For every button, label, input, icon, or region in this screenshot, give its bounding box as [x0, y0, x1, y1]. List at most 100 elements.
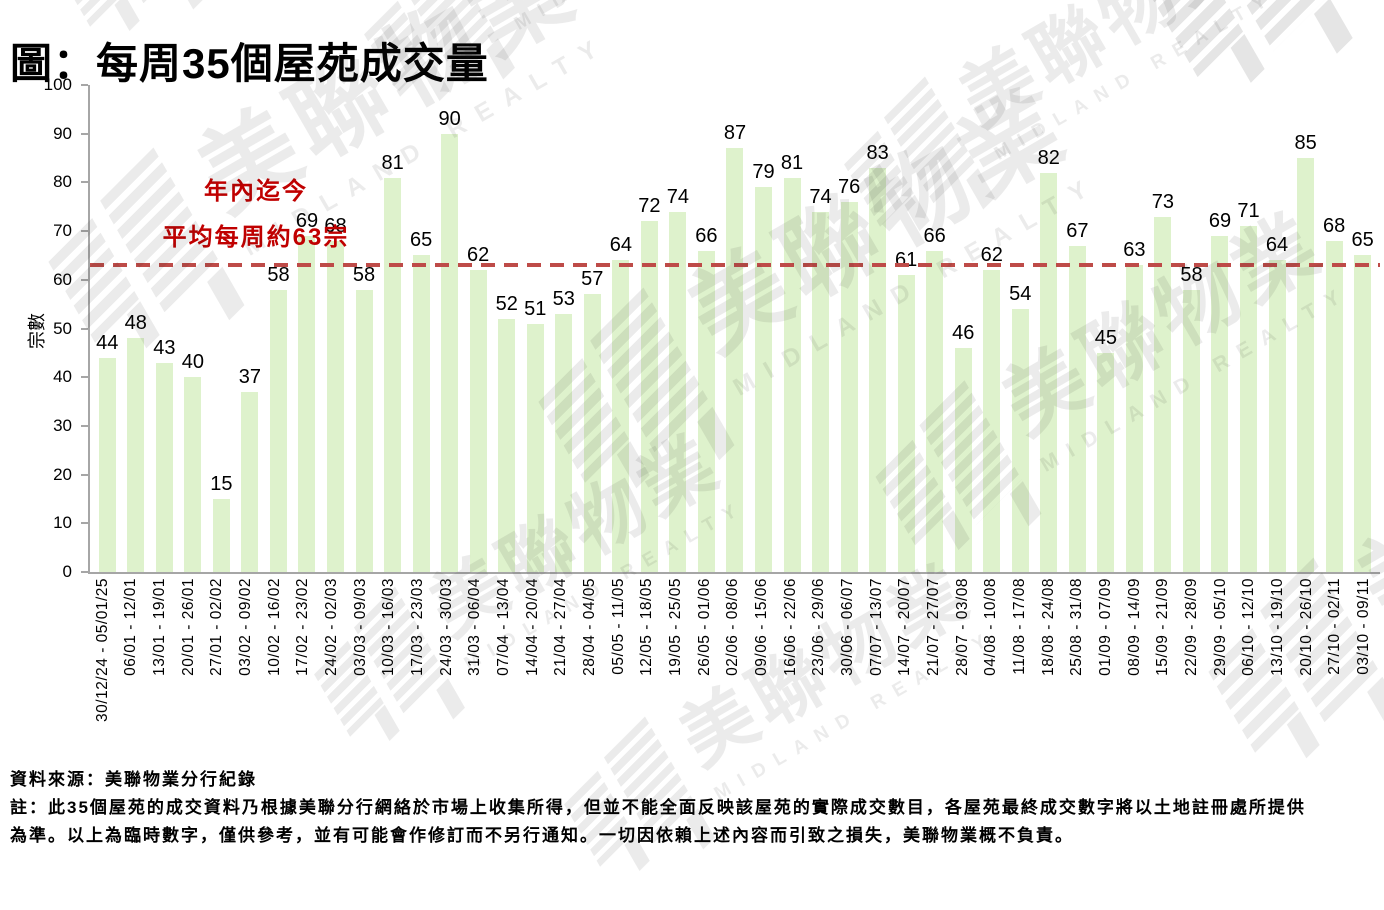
bar-column: 90	[435, 85, 464, 572]
bar	[1182, 289, 1200, 572]
x-label-column: 27/10 - 02/11	[1321, 578, 1350, 768]
x-axis-label: 14/04 - 20/04	[523, 578, 541, 676]
bar-value-label: 62	[980, 244, 1003, 267]
bar-value-label: 85	[1294, 132, 1317, 155]
x-label-column: 04/08 - 10/08	[977, 578, 1006, 768]
x-axis-label: 13/01 - 19/01	[150, 578, 168, 676]
bar	[1154, 216, 1172, 572]
bar	[783, 177, 801, 572]
bar-value-label: 67	[1066, 219, 1089, 242]
y-tick-label: 80	[53, 172, 72, 192]
bar-column: 79	[749, 85, 778, 572]
x-label-column: 10/03 - 16/03	[375, 578, 404, 768]
y-tick-label: 0	[62, 562, 72, 581]
y-tick-mark	[81, 522, 88, 525]
x-axis-label: 09/06 - 15/06	[753, 578, 771, 676]
bar	[1240, 226, 1258, 572]
bar	[1040, 172, 1058, 572]
bar	[269, 289, 287, 572]
bar	[1011, 309, 1029, 572]
x-axis-label: 03/10 - 09/11	[1355, 578, 1373, 675]
x-axis-label: 07/04 - 13/04	[494, 578, 512, 676]
flag-icon	[93, 0, 187, 8]
bar	[555, 313, 573, 572]
x-axis-label: 27/10 - 02/11	[1326, 578, 1344, 675]
x-label-column: 07/04 - 13/04	[489, 578, 518, 768]
y-tick-mark	[81, 84, 88, 86]
x-axis-label: 02/06 - 08/06	[724, 578, 742, 676]
x-axis-label: 20/10 - 26/10	[1297, 578, 1315, 676]
bar-value-label: 45	[1094, 326, 1117, 349]
y-tick-mark	[81, 230, 88, 233]
x-label-column: 29/09 - 05/10	[1206, 578, 1235, 768]
x-label-column: 13/10 - 19/10	[1264, 578, 1293, 768]
bar-value-label: 74	[666, 185, 690, 208]
bar-column: 87	[721, 85, 750, 572]
x-label-column: 14/07 - 20/07	[891, 578, 920, 768]
bar-value-label: 63	[1123, 239, 1146, 262]
x-axis-label: 06/10 - 12/10	[1240, 578, 1258, 676]
bar-column: 83	[863, 85, 892, 572]
footer-note-line1: 註：此35個屋苑的成交資料乃根據美聯分行網絡於市場上收集所得，但並不能全面反映該…	[10, 798, 1306, 817]
x-label-column: 03/03 - 09/03	[346, 578, 375, 768]
x-label-column: 22/09 - 28/09	[1178, 578, 1207, 768]
bar	[697, 250, 715, 572]
bar-column: 76	[835, 85, 864, 572]
x-axis-label: 22/09 - 28/09	[1183, 578, 1201, 676]
bar-value-label: 52	[495, 292, 518, 315]
bar	[241, 391, 259, 572]
bar	[155, 362, 173, 572]
footer: 資料來源：美聯物業分行紀錄 註：此35個屋苑的成交資料乃根據美聯分行網絡於市場上…	[10, 766, 1380, 850]
bar-value-label: 54	[1009, 283, 1032, 306]
bar	[469, 270, 487, 572]
bar-column: 54	[1006, 85, 1035, 572]
y-tick-mark	[81, 327, 88, 330]
flag-icon	[54, 0, 124, 27]
x-label-column: 03/02 - 09/02	[231, 578, 260, 768]
x-axis-label: 04/08 - 10/08	[982, 578, 1000, 676]
bar-value-label: 58	[267, 263, 290, 286]
x-axis-label: 17/02 - 23/02	[294, 578, 312, 676]
x-axis-label: 16/06 - 22/06	[781, 578, 799, 676]
bar-value-label: 68	[324, 214, 347, 237]
bar-column: 58	[350, 85, 379, 572]
bar	[98, 357, 116, 572]
average-line	[90, 263, 1380, 267]
x-axis-label: 24/03 - 30/03	[437, 578, 455, 676]
y-tick-label: 70	[53, 221, 72, 241]
bar	[355, 289, 373, 572]
bar-column: 66	[920, 85, 949, 572]
bar-value-label: 37	[238, 365, 262, 388]
x-axis-label: 23/06 - 29/06	[810, 578, 828, 676]
bar-value-label: 87	[723, 122, 747, 145]
x-axis-label: 30/12/24 - 05/01/25	[93, 578, 111, 722]
bar-column: 67	[1063, 85, 1092, 572]
x-axis-label: 24/02 - 02/03	[322, 578, 340, 676]
watermark-cjk-text: 美聯物業	[466, 0, 785, 11]
x-axis-label: 05/05 - 11/05	[609, 578, 627, 675]
bar-column: 73	[1149, 85, 1178, 572]
x-axis-label: 12/05 - 18/05	[638, 578, 656, 676]
x-label-column: 20/01 - 26/01	[174, 578, 203, 768]
x-label-column: 10/02 - 16/02	[260, 578, 289, 768]
y-tick-mark	[81, 181, 88, 184]
x-axis-label: 08/09 - 14/09	[1125, 578, 1143, 676]
x-label-column: 24/02 - 02/03	[317, 578, 346, 768]
bar	[1211, 235, 1229, 572]
x-label-column: 21/07 - 27/07	[919, 578, 948, 768]
bar	[498, 318, 516, 572]
x-axis-label: 10/03 - 16/03	[380, 578, 398, 676]
x-label-column: 24/03 - 30/03	[432, 578, 461, 768]
bar	[1325, 240, 1343, 572]
x-label-column: 03/10 - 09/11	[1350, 578, 1379, 768]
bar	[869, 167, 887, 572]
x-label-column: 06/01 - 12/01	[117, 578, 146, 768]
bar-column: 62	[977, 85, 1006, 572]
x-axis-label: 21/04 - 27/04	[552, 578, 570, 676]
bar-column: 66	[692, 85, 721, 572]
bar-value-label: 66	[695, 224, 718, 247]
y-tick-mark	[81, 473, 88, 476]
bar-column: 68	[1320, 85, 1349, 572]
bar-column: 40	[179, 85, 208, 572]
bar-value-label: 79	[752, 161, 775, 184]
